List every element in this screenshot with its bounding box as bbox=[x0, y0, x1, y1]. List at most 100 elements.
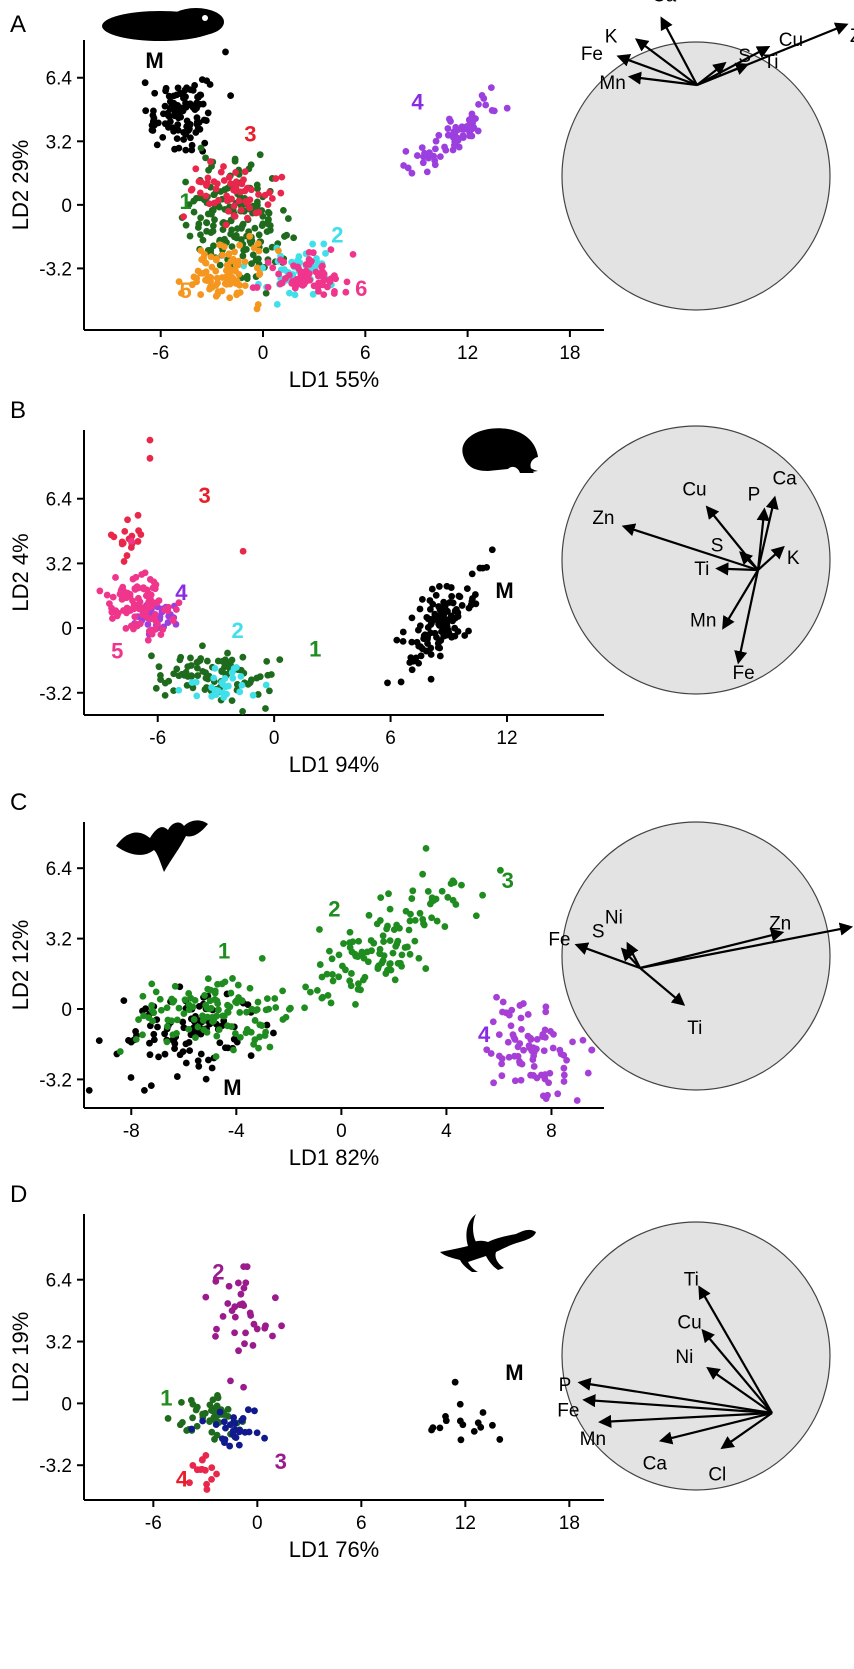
data-point bbox=[430, 152, 438, 160]
data-point bbox=[206, 81, 214, 88]
data-point bbox=[220, 1418, 228, 1426]
data-point bbox=[249, 1342, 257, 1349]
data-point bbox=[197, 1466, 204, 1474]
data-point bbox=[185, 1025, 193, 1033]
data-point bbox=[504, 1038, 512, 1046]
data-point bbox=[588, 1046, 596, 1054]
x-axis-title: LD1 55% bbox=[289, 367, 380, 392]
x-tick-label: 6 bbox=[385, 728, 396, 749]
data-point bbox=[231, 248, 238, 256]
data-point bbox=[413, 152, 421, 159]
data-point bbox=[309, 249, 317, 257]
data-point bbox=[249, 251, 257, 259]
data-point bbox=[579, 1036, 587, 1044]
data-point bbox=[258, 222, 266, 230]
data-point bbox=[170, 92, 178, 100]
data-point bbox=[269, 1332, 276, 1340]
data-point bbox=[400, 162, 408, 169]
data-point bbox=[239, 707, 246, 715]
data-point bbox=[197, 1050, 205, 1058]
data-point bbox=[335, 951, 343, 959]
loading-vector bbox=[701, 1328, 773, 1414]
data-point bbox=[188, 146, 196, 154]
data-point bbox=[221, 1436, 229, 1443]
data-point bbox=[169, 1031, 177, 1039]
data-point bbox=[448, 592, 456, 600]
loading-label: P bbox=[748, 485, 761, 506]
data-point bbox=[194, 1023, 202, 1031]
data-point bbox=[263, 995, 271, 1003]
data-point bbox=[216, 261, 224, 269]
data-point bbox=[227, 217, 235, 225]
loading-label: Zn bbox=[850, 26, 854, 47]
data-point bbox=[328, 955, 336, 963]
data-point bbox=[201, 250, 208, 258]
data-point bbox=[212, 256, 220, 264]
data-point bbox=[212, 1277, 220, 1285]
data-point bbox=[182, 99, 189, 107]
x-axis-title: LD1 76% bbox=[289, 1537, 380, 1562]
y-tick-label: 3.2 bbox=[46, 930, 72, 951]
data-point bbox=[165, 677, 173, 685]
data-point bbox=[393, 636, 401, 644]
loading-vector bbox=[616, 53, 698, 87]
data-point bbox=[541, 1033, 549, 1041]
data-point bbox=[243, 1008, 250, 1016]
data-point bbox=[261, 1324, 269, 1332]
data-point bbox=[262, 246, 270, 254]
data-point bbox=[380, 938, 387, 946]
data-point bbox=[330, 290, 338, 297]
data-point bbox=[308, 257, 315, 265]
data-point bbox=[329, 977, 337, 985]
data-point bbox=[170, 687, 178, 695]
data-point bbox=[181, 996, 189, 1004]
data-point bbox=[151, 610, 159, 618]
loading-vector bbox=[734, 569, 760, 665]
data-point bbox=[291, 284, 299, 292]
loading-vector bbox=[639, 928, 785, 970]
data-point bbox=[231, 1313, 239, 1321]
data-point bbox=[212, 1421, 220, 1428]
loading-label: Ti bbox=[684, 1270, 699, 1291]
data-point bbox=[316, 926, 323, 933]
data-point bbox=[234, 981, 242, 989]
data-point bbox=[300, 280, 308, 288]
data-point bbox=[226, 1421, 234, 1429]
data-point bbox=[445, 115, 453, 123]
data-point bbox=[210, 674, 218, 682]
data-point bbox=[247, 161, 255, 169]
data-point bbox=[234, 261, 242, 269]
data-point bbox=[150, 107, 157, 115]
data-point bbox=[229, 674, 237, 682]
data-point bbox=[155, 597, 163, 604]
data-point bbox=[232, 178, 240, 186]
cluster-label: 3 bbox=[502, 868, 514, 893]
data-point bbox=[411, 916, 419, 924]
data-point bbox=[550, 1030, 557, 1038]
data-point bbox=[197, 178, 205, 186]
data-point bbox=[219, 251, 226, 259]
data-point bbox=[235, 1347, 242, 1355]
data-point bbox=[254, 185, 261, 193]
data-point bbox=[201, 992, 208, 999]
data-point bbox=[142, 107, 150, 115]
data-point bbox=[250, 244, 258, 252]
data-point bbox=[324, 283, 331, 291]
data-point bbox=[116, 590, 124, 598]
loading-circle: FeSNiZnCuTi bbox=[548, 821, 854, 1091]
data-point bbox=[406, 950, 414, 958]
data-point bbox=[203, 1480, 210, 1488]
data-point bbox=[135, 1016, 142, 1023]
data-point bbox=[120, 997, 128, 1005]
data-point bbox=[243, 1263, 251, 1271]
data-point bbox=[436, 605, 444, 613]
data-point bbox=[231, 1030, 239, 1037]
data-point bbox=[155, 1053, 162, 1061]
data-point bbox=[284, 215, 292, 222]
data-point bbox=[210, 242, 217, 250]
data-point bbox=[163, 1023, 171, 1030]
data-point bbox=[187, 654, 194, 662]
data-point bbox=[450, 141, 458, 149]
data-point bbox=[190, 1016, 198, 1023]
